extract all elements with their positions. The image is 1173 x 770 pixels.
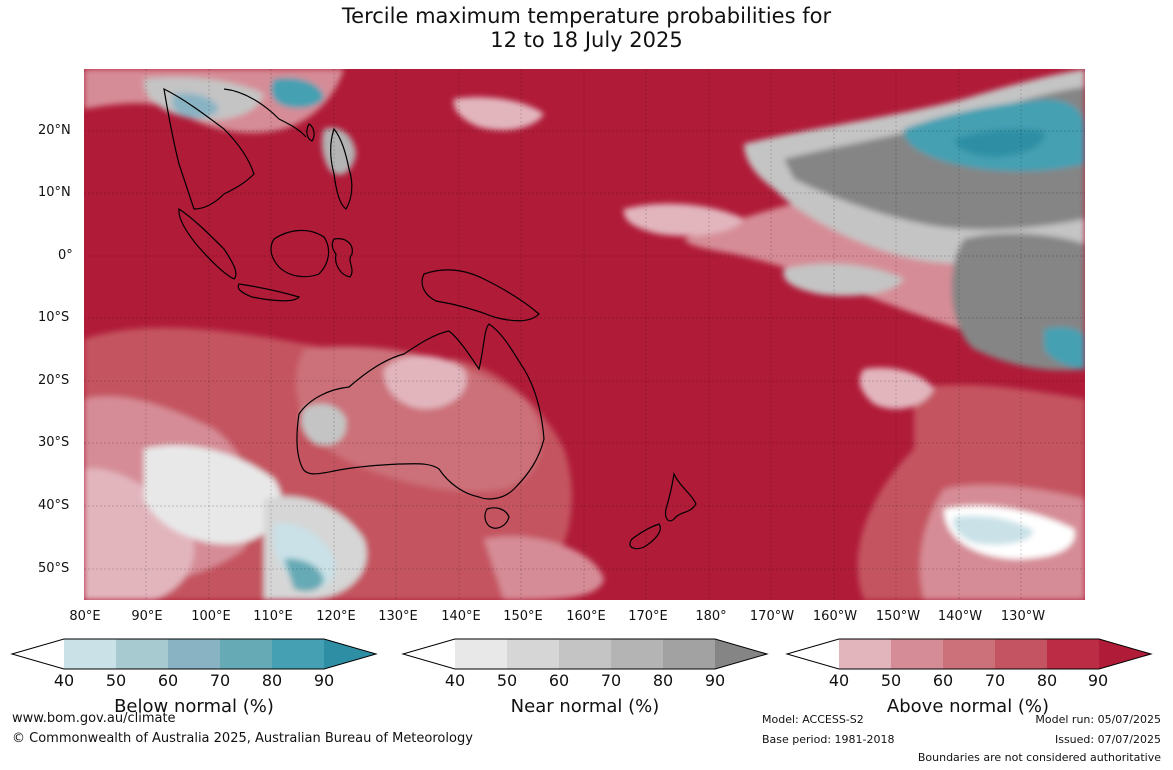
below-tick-60: 60: [157, 671, 179, 690]
above-swatch-5: [1047, 639, 1099, 669]
philippines-coastline: [330, 127, 353, 210]
near-normal-title: Near normal (%): [510, 696, 660, 717]
lon-label-170e: 170°E: [628, 609, 668, 624]
below-tick-80: 80: [261, 671, 283, 690]
near-tick-70: 70: [600, 671, 622, 690]
above-swatch-1: [839, 639, 891, 669]
near-tick-40: 40: [444, 671, 466, 690]
website-link[interactable]: www.bom.gov.au/climate: [12, 711, 176, 726]
near-tick-90: 90: [704, 671, 726, 690]
below-swatch-3: [168, 639, 220, 669]
copyright-text: © Commonwealth of Australia 2025, Austra…: [12, 731, 473, 746]
map-canvas: [84, 69, 1085, 600]
new-guinea-coastline: [421, 269, 540, 322]
lon-label-150w: 150°W: [875, 609, 921, 624]
lon-label-120e: 120°E: [316, 609, 356, 624]
title-line-2: 12 to 18 July 2025: [490, 28, 683, 52]
lon-label-80e: 80°E: [69, 609, 101, 624]
lon-label-170w: 170°W: [749, 609, 795, 624]
above-tick-60: 60: [932, 671, 954, 690]
graticule: [84, 69, 1085, 600]
below-tick-70: 70: [209, 671, 231, 690]
lat-label-10s: 10°S: [38, 310, 70, 325]
colorbar-below-normal: [10, 638, 378, 670]
below-tick-50: 50: [105, 671, 127, 690]
issued-text: Issued: 07/07/2025: [1054, 733, 1161, 746]
near-tick-60: 60: [548, 671, 570, 690]
colorbar-above-swatches: [787, 639, 1151, 669]
java-coastline: [237, 283, 301, 302]
lon-label-90e: 90°E: [131, 609, 163, 624]
base-period-text: Base period: 1981-2018: [762, 733, 895, 746]
above-normal-title: Above normal (%): [886, 696, 1050, 717]
near-swatch-4: [611, 639, 663, 669]
above-tick-80: 80: [1036, 671, 1058, 690]
below-swatch-5: [272, 639, 324, 669]
lon-label-110e: 110°E: [253, 609, 293, 624]
lat-label-10n: 10°N: [38, 185, 71, 200]
colorbar-above-normal: [785, 638, 1153, 670]
above-swatch-4: [995, 639, 1047, 669]
below-swatch-1: [64, 639, 116, 669]
probability-map: [84, 69, 1085, 600]
near-tick-80: 80: [652, 671, 674, 690]
below-tick-90: 90: [313, 671, 335, 690]
lat-label-30s: 30°S: [38, 435, 70, 450]
lon-label-130w: 130°W: [1000, 609, 1046, 624]
lat-label-20s: 20°S: [38, 373, 70, 388]
boundaries-note: Boundaries are not considered authoritat…: [917, 751, 1161, 764]
lat-label-eq: 0°: [58, 248, 73, 263]
lon-label-140w: 140°W: [937, 609, 983, 624]
lon-label-160e: 160°E: [566, 609, 606, 624]
map-title: Tercile maximum temperature probabilitie…: [0, 4, 1173, 52]
near-swatch-2: [507, 639, 559, 669]
below-swatch-6: [324, 639, 376, 669]
above-swatch-6: [1099, 639, 1151, 669]
lon-label-100e: 100°E: [191, 609, 231, 624]
lat-label-40s: 40°S: [38, 498, 70, 513]
colorbar-near-swatches: [403, 639, 767, 669]
taiwan-coastline: [306, 123, 315, 142]
above-swatch-3: [943, 639, 995, 669]
model-text: Model: ACCESS-S2: [762, 713, 864, 726]
near-swatch-3: [559, 639, 611, 669]
tasmania-coastline: [484, 507, 510, 529]
below-normal-title: Below normal (%): [114, 696, 274, 717]
below-swatch-0: [12, 639, 64, 669]
australia-coastline: [296, 323, 545, 500]
above-tick-90: 90: [1087, 671, 1109, 690]
lon-label-130e: 130°E: [378, 609, 418, 624]
near-swatch-5: [663, 639, 715, 669]
borneo-coastline: [270, 229, 330, 278]
model-run-text: Model run: 05/07/2025: [1035, 713, 1161, 726]
lat-label-50s: 50°S: [38, 561, 70, 576]
above-swatch-0: [787, 639, 839, 669]
new-zealand-coastline: [629, 471, 697, 550]
sulawesi-coastline: [331, 238, 353, 278]
sumatra-coastline: [178, 207, 237, 280]
near-tick-50: 50: [496, 671, 518, 690]
near-swatch-0: [403, 639, 455, 669]
above-swatch-2: [891, 639, 943, 669]
below-swatch-4: [220, 639, 272, 669]
lat-label-20n: 20°N: [38, 123, 71, 138]
above-tick-50: 50: [880, 671, 902, 690]
coastlines: [163, 87, 697, 550]
lon-label-140e: 140°E: [441, 609, 481, 624]
lon-label-180: 180°: [695, 609, 727, 624]
indochina-coastline: [163, 87, 255, 210]
lon-label-150e: 150°E: [503, 609, 543, 624]
colorbar-near-normal: [401, 638, 769, 670]
below-tick-40: 40: [53, 671, 75, 690]
near-swatch-6: [715, 639, 767, 669]
colorbar-below-swatches: [12, 639, 376, 669]
title-line-1: Tercile maximum temperature probabilitie…: [341, 4, 832, 28]
china-coastline: [223, 88, 307, 138]
near-swatch-1: [455, 639, 507, 669]
above-tick-70: 70: [984, 671, 1006, 690]
below-swatch-2: [116, 639, 168, 669]
above-tick-40: 40: [828, 671, 850, 690]
lon-label-160w: 160°W: [812, 609, 858, 624]
